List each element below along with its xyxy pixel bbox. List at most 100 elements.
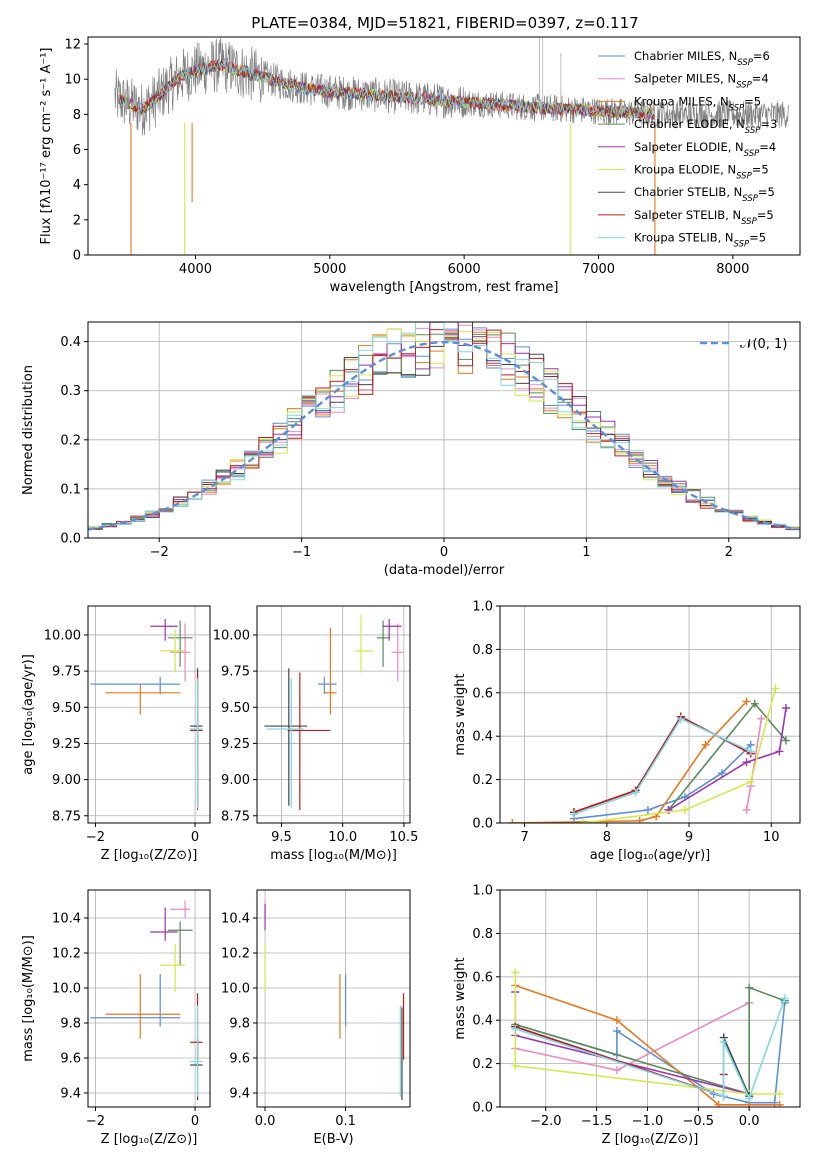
x-tick-label: 9 bbox=[685, 830, 693, 845]
weight-point bbox=[635, 816, 644, 823]
x-tick-label: 5000 bbox=[313, 262, 346, 277]
x-axis-label: wavelength [Angstrom, rest frame] bbox=[330, 280, 559, 295]
y-tick-label: 9.75 bbox=[221, 665, 250, 680]
y-tick-label: 0.0 bbox=[472, 817, 493, 832]
y-tick-label: 9.25 bbox=[52, 737, 81, 752]
y-tick-label: 0.4 bbox=[472, 730, 493, 745]
weight-point bbox=[578, 819, 587, 823]
y-tick-label: 0.4 bbox=[472, 1014, 493, 1029]
x-tick-label: 0.0 bbox=[255, 1114, 276, 1129]
x-tick-label: 6000 bbox=[448, 262, 481, 277]
spectrum-data-line bbox=[114, 37, 790, 136]
axes-frame bbox=[499, 605, 801, 824]
weight-point bbox=[782, 703, 791, 712]
legend-label: Chabrier MILES, NSSP=6 bbox=[634, 49, 770, 68]
weight-line bbox=[512, 700, 748, 823]
x-tick-label: −2.0 bbox=[530, 1114, 562, 1129]
y-tick-label: 0.6 bbox=[472, 686, 493, 701]
axes-frame bbox=[256, 889, 411, 1108]
y-tick-label: 10.00 bbox=[44, 628, 81, 643]
y-axis-label: mass weight bbox=[453, 673, 468, 755]
legend-label: Kroupa MILES, NSSP=5 bbox=[634, 94, 761, 113]
weight-point bbox=[701, 740, 710, 749]
weight-line bbox=[514, 992, 750, 1095]
weight-line bbox=[668, 707, 787, 811]
y-tick-label: 9.75 bbox=[52, 665, 81, 680]
y-tick-label: 9.6 bbox=[229, 1052, 250, 1067]
y-tick-label: 0.2 bbox=[60, 433, 81, 448]
x-tick-label: 1 bbox=[582, 545, 590, 560]
x-tick-label: 9.5 bbox=[271, 830, 292, 845]
y-tick-label: 9.25 bbox=[221, 737, 250, 752]
y-tick-label: 9.50 bbox=[221, 701, 250, 716]
y-tick-label: 9.00 bbox=[221, 773, 250, 788]
axes-frame bbox=[87, 36, 801, 256]
y-axis-label: Normed distribution bbox=[21, 365, 36, 495]
y-tick-label: 0.0 bbox=[60, 532, 81, 547]
x-tick-label: −1.0 bbox=[632, 1114, 664, 1129]
y-axis-label: age [log₁₀(age/yr)] bbox=[21, 654, 36, 775]
weight-point bbox=[676, 714, 685, 723]
y-tick-label: 10 bbox=[64, 73, 81, 88]
legend-label: Kroupa ELODIE, NSSP=5 bbox=[634, 163, 769, 182]
axes-age_vs_Z: −2 0 8.75 9.00 9.25 9.50 9.75 10.00 Z [log₁₀(Z/Z… bbox=[21, 605, 211, 863]
weight-point bbox=[757, 714, 766, 723]
x-axis-label: Z [log₁₀(Z/Z⊙)] bbox=[101, 848, 198, 863]
y-tick-label: 9.6 bbox=[60, 1052, 81, 1067]
axes-age_vs_mass: 9.5 10.0 10.5 8.75 9.00 9.25 9.50 9.75 10.00 mass… bbox=[213, 605, 418, 863]
legend-label: Chabrier STELIB, NSSP=5 bbox=[634, 185, 775, 204]
x-tick-label: −1.5 bbox=[581, 1114, 613, 1129]
y-tick-label: 0.8 bbox=[472, 643, 493, 658]
normal-curve bbox=[88, 341, 798, 531]
weight-line bbox=[514, 972, 780, 1095]
axes-frame bbox=[256, 605, 411, 824]
y-tick-label: 9.4 bbox=[229, 1087, 250, 1102]
weight-point bbox=[750, 699, 759, 708]
weight-point bbox=[569, 810, 578, 819]
weight-point bbox=[771, 684, 780, 693]
legend-label: Salpeter STELIB, NSSP=5 bbox=[634, 208, 774, 227]
x-tick-label: −1 bbox=[292, 545, 311, 560]
legend: Chabrier MILES, NSSP=6 Salpeter MILES, NS… bbox=[598, 49, 777, 250]
y-axis-label: Flux [fλ10⁻¹⁷ erg cm⁻² s⁻¹ A⁻¹] bbox=[39, 48, 54, 245]
y-tick-label: 10.4 bbox=[221, 912, 250, 927]
weight-point bbox=[782, 736, 791, 745]
chart-title: PLATE=0384, MJD=51821, FIBERID=0397, z=0… bbox=[251, 14, 638, 32]
weight-point bbox=[719, 1092, 728, 1101]
x-tick-label: 7000 bbox=[582, 262, 615, 277]
axes-mass_vs_Z: −2 0 9.4 9.6 9.8 10.0 10.2 10.4 Z [log₁₀(Z/Z⊙)] m… bbox=[21, 889, 211, 1147]
x-axis-label: age [log₁₀(age/yr)] bbox=[590, 848, 711, 863]
weight-point bbox=[775, 1100, 784, 1107]
x-tick-label: −2 bbox=[86, 1114, 105, 1129]
plot-area bbox=[257, 890, 410, 1107]
y-tick-label: 9.4 bbox=[60, 1087, 81, 1102]
weight-point bbox=[742, 758, 751, 767]
spectrum-model-line bbox=[117, 59, 655, 120]
legend: 𝒩(0, 1) bbox=[700, 337, 787, 352]
y-tick-label: 10.0 bbox=[52, 982, 81, 997]
y-tick-label: 0.2 bbox=[472, 1057, 493, 1072]
weight-point bbox=[746, 777, 755, 786]
y-tick-label: 0.8 bbox=[472, 927, 493, 942]
y-tick-label: 2 bbox=[73, 213, 81, 228]
legend-label: Kroupa STELIB, NSSP=5 bbox=[634, 231, 766, 250]
weight-point bbox=[746, 747, 755, 756]
axes-mass_vs_ebv: 0.0 0.1 9.4 9.6 9.8 10.0 10.2 10.4 E(B-V) bbox=[221, 889, 411, 1147]
weight-point bbox=[680, 805, 689, 814]
weight-point bbox=[742, 697, 751, 706]
y-tick-label: 0.3 bbox=[60, 384, 81, 399]
x-tick-label: 0 bbox=[440, 545, 448, 560]
y-tick-label: 9.50 bbox=[52, 701, 81, 716]
y-tick-label: 9.00 bbox=[52, 773, 81, 788]
spectrum-model-line bbox=[117, 59, 655, 121]
y-axis-label: mass weight bbox=[453, 957, 468, 1039]
x-tick-label: 8 bbox=[603, 830, 611, 845]
weight-point bbox=[508, 819, 517, 823]
y-tick-label: 0 bbox=[73, 249, 81, 264]
weight-point bbox=[612, 1066, 621, 1075]
plot-area bbox=[257, 606, 410, 823]
weight-point bbox=[714, 1100, 723, 1107]
axes-spectrum: 4000 5000 6000 7000 8000 0 2 4 6 8 10 12 wavelength … bbox=[39, 14, 801, 295]
weight-line bbox=[573, 717, 752, 816]
